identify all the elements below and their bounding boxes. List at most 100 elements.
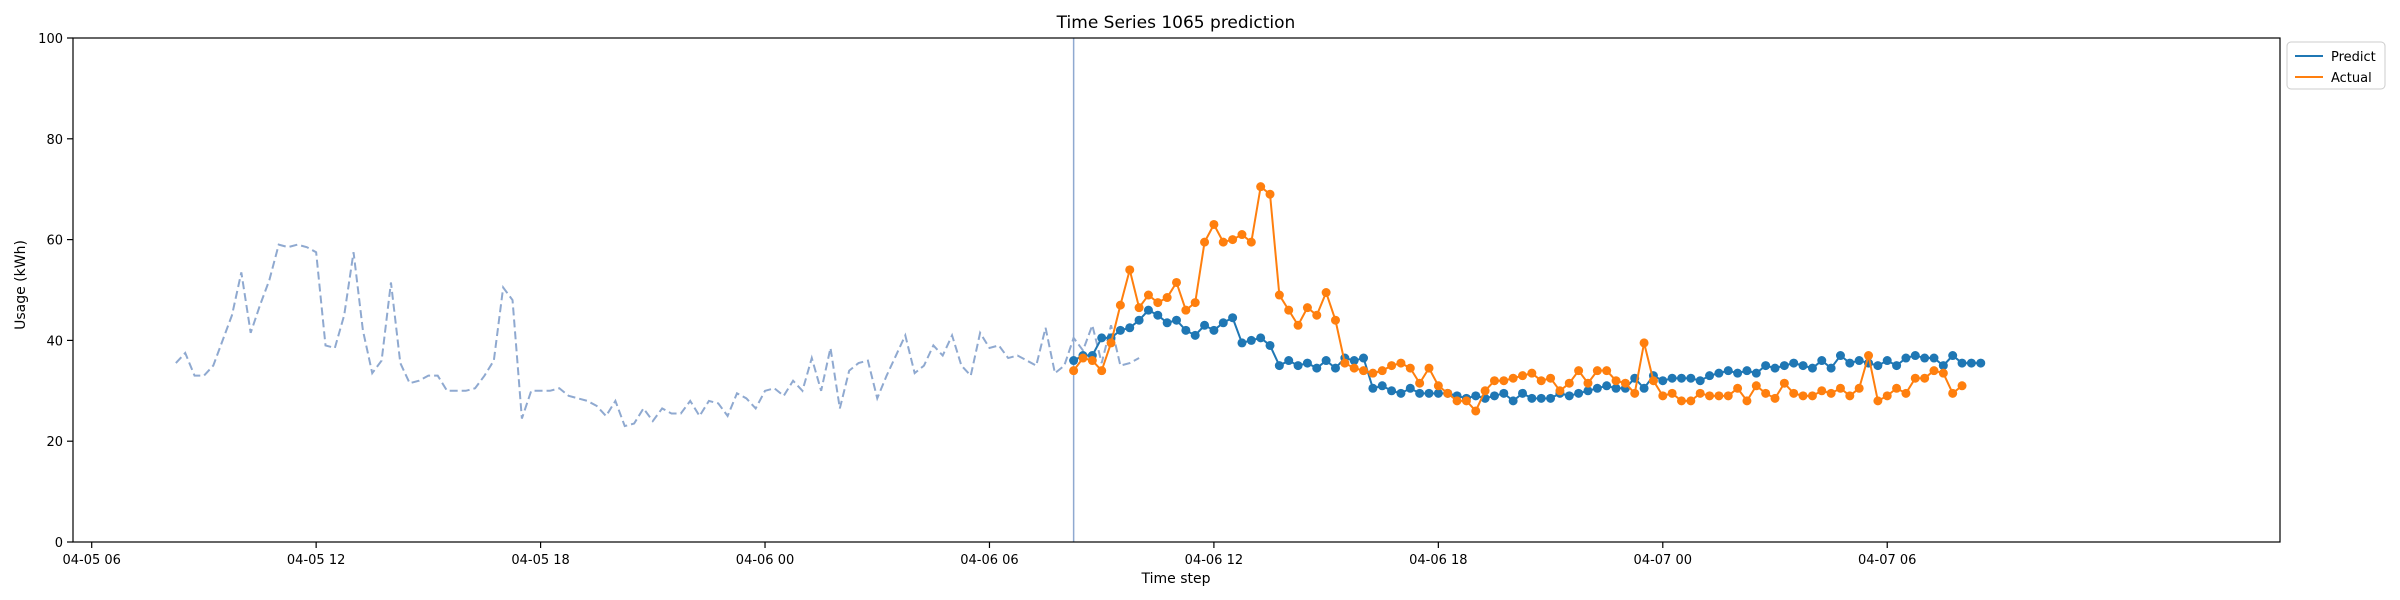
- predict-point: [1172, 315, 1181, 325]
- actual-point: [1546, 373, 1556, 383]
- predict-point: [1284, 356, 1294, 366]
- actual-point: [1153, 298, 1163, 308]
- actual-point: [1359, 366, 1369, 376]
- actual-point: [1695, 388, 1705, 398]
- actual-point: [1172, 277, 1181, 287]
- predict-point: [1892, 361, 1902, 371]
- predict-point: [1667, 373, 1677, 383]
- actual-point: [1162, 293, 1172, 303]
- predict-point: [1368, 383, 1378, 393]
- actual-point: [1948, 388, 1958, 398]
- predict-point: [1200, 320, 1210, 330]
- actual-point: [1293, 320, 1303, 330]
- actual-point: [1751, 381, 1761, 391]
- predict-point: [1929, 353, 1939, 363]
- predict-point: [1807, 363, 1817, 373]
- predict-point: [1602, 381, 1612, 391]
- actual-point: [1817, 386, 1827, 396]
- actual-point: [1807, 391, 1817, 401]
- predict-point: [1359, 353, 1369, 363]
- actual-point: [1078, 353, 1088, 363]
- chart-title: Time Series 1065 prediction: [1056, 13, 1296, 33]
- predict-point: [1574, 388, 1584, 398]
- predict-point: [1265, 340, 1275, 350]
- x-tick-label: 04-05 18: [511, 553, 569, 568]
- predict-point: [1415, 388, 1425, 398]
- predict-point: [1518, 388, 1528, 398]
- actual-point: [1452, 396, 1462, 406]
- actual-point: [1471, 406, 1481, 416]
- predict-point: [1798, 361, 1808, 371]
- predict-point: [1751, 368, 1761, 378]
- predict-point: [1733, 368, 1743, 378]
- actual-point: [1237, 230, 1247, 240]
- predict-point: [1686, 373, 1696, 383]
- predict-point: [1817, 356, 1827, 366]
- predict-point: [1069, 356, 1079, 366]
- predict-point: [1405, 383, 1415, 393]
- actual-point: [1574, 366, 1584, 376]
- predict-point: [1209, 325, 1219, 335]
- actual-point: [1938, 368, 1948, 378]
- actual-point: [1508, 373, 1518, 383]
- predict-point: [1761, 361, 1771, 371]
- y-tick-label: 60: [46, 234, 63, 249]
- actual-point: [1667, 388, 1677, 398]
- actual-point: [1555, 386, 1565, 396]
- x-tick-label: 04-07 06: [1858, 553, 1916, 568]
- x-tick-label: 04-05 12: [287, 553, 345, 568]
- actual-point: [1443, 388, 1453, 398]
- predict-point: [1705, 371, 1715, 381]
- predict-point: [1228, 313, 1238, 323]
- predict-point: [1770, 363, 1780, 373]
- actual-point: [1246, 237, 1256, 247]
- predict-point: [1845, 358, 1855, 368]
- predict-point: [1957, 358, 1967, 368]
- predict-point: [1143, 305, 1153, 315]
- axes-frame: [72, 37, 2281, 543]
- actual-point: [1228, 235, 1238, 245]
- actual-point: [1826, 388, 1836, 398]
- predict-point: [1779, 361, 1789, 371]
- predict-point: [1723, 366, 1733, 376]
- predict-point: [1789, 358, 1799, 368]
- actual-point: [1377, 366, 1387, 376]
- actual-point: [1658, 391, 1668, 401]
- actual-point: [1087, 356, 1097, 366]
- actual-point: [1200, 237, 1210, 247]
- actual-point: [1564, 378, 1574, 388]
- legend: Predict Actual: [2286, 41, 2386, 90]
- actual-point: [1761, 388, 1771, 398]
- actual-point: [1349, 363, 1359, 373]
- x-tick-label: 04-06 06: [960, 553, 1018, 568]
- actual-point: [1265, 189, 1275, 199]
- x-axis-label: Time step: [1141, 571, 1211, 587]
- actual-point: [1489, 376, 1499, 386]
- actual-point: [1648, 376, 1658, 386]
- actual-point: [1592, 366, 1602, 376]
- predict-point: [1508, 396, 1518, 406]
- predict-point: [1424, 388, 1434, 398]
- actual-point: [1910, 373, 1920, 383]
- predict-point: [1349, 356, 1359, 366]
- x-tick-label: 04-06 00: [736, 553, 794, 568]
- predict-point: [1910, 351, 1920, 361]
- actual-point: [1789, 388, 1799, 398]
- predict-point: [1564, 391, 1574, 401]
- actual-point: [1882, 391, 1892, 401]
- actual-point: [1312, 310, 1322, 320]
- actual-point: [1097, 366, 1107, 376]
- history-line: [175, 243, 1140, 428]
- actual-point: [1499, 376, 1509, 386]
- predict-point: [1433, 388, 1443, 398]
- actual-point: [1433, 381, 1443, 391]
- actual-point: [1901, 388, 1911, 398]
- actual-point: [1798, 391, 1808, 401]
- predict-point: [1256, 333, 1266, 343]
- actual-point: [1125, 265, 1135, 275]
- predict-point: [1396, 388, 1406, 398]
- x-tick-label: 04-06 12: [1185, 553, 1243, 568]
- actual-point: [1461, 396, 1471, 406]
